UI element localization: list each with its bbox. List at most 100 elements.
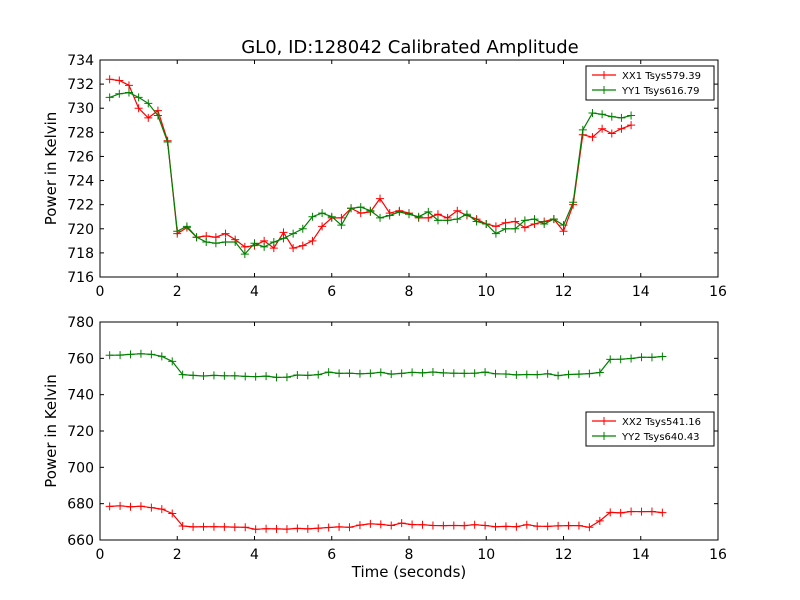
data-point bbox=[147, 503, 156, 512]
data-point bbox=[209, 522, 218, 531]
x-tick-label: 14 bbox=[632, 547, 650, 563]
data-point bbox=[637, 353, 646, 362]
data-point bbox=[308, 212, 317, 221]
data-point bbox=[327, 212, 336, 221]
data-point bbox=[251, 372, 260, 381]
data-point bbox=[293, 371, 302, 380]
data-point bbox=[387, 370, 396, 379]
data-point bbox=[397, 519, 406, 528]
y-tick-label: 716 bbox=[67, 270, 94, 286]
data-point bbox=[543, 522, 552, 531]
data-point bbox=[554, 521, 563, 530]
data-point bbox=[366, 369, 375, 378]
data-point bbox=[298, 241, 307, 250]
data-point bbox=[124, 88, 133, 97]
data-point bbox=[324, 368, 333, 377]
data-point bbox=[345, 369, 354, 378]
data-point bbox=[408, 520, 417, 529]
data-point bbox=[408, 368, 417, 377]
data-point bbox=[595, 516, 604, 525]
y-tick-label: 780 bbox=[67, 315, 94, 331]
data-point bbox=[439, 368, 448, 377]
data-point bbox=[472, 217, 481, 226]
data-point bbox=[520, 216, 529, 225]
data-point bbox=[520, 223, 529, 232]
data-point bbox=[559, 221, 568, 230]
data-point bbox=[347, 204, 356, 213]
data-point bbox=[588, 133, 597, 142]
data-point bbox=[616, 508, 625, 517]
data-point bbox=[385, 211, 394, 220]
data-point bbox=[585, 523, 594, 532]
data-point bbox=[501, 224, 510, 233]
data-point bbox=[397, 369, 406, 378]
data-point bbox=[116, 351, 125, 360]
data-point bbox=[272, 524, 281, 533]
data-point bbox=[439, 521, 448, 530]
data-point bbox=[460, 369, 469, 378]
data-point bbox=[585, 369, 594, 378]
data-point bbox=[335, 522, 344, 531]
data-point bbox=[598, 124, 607, 133]
data-point bbox=[211, 239, 220, 248]
x-tick-label: 16 bbox=[709, 547, 727, 563]
data-point bbox=[512, 370, 521, 379]
data-point bbox=[424, 207, 433, 216]
data-point bbox=[460, 521, 469, 530]
data-point bbox=[153, 111, 162, 120]
data-point bbox=[318, 209, 327, 218]
y-tick-label: 660 bbox=[67, 533, 94, 549]
legend-marker bbox=[600, 432, 608, 440]
legend: XX1 Tsys579.39 YY1 Tsys616.79 bbox=[585, 65, 715, 101]
data-point bbox=[491, 369, 500, 378]
data-point bbox=[105, 75, 114, 84]
x-tick-label: 10 bbox=[477, 284, 495, 300]
data-point bbox=[376, 368, 385, 377]
y-tick-label: 760 bbox=[67, 351, 94, 367]
data-point bbox=[595, 368, 604, 377]
legend: XX2 Tsys541.16 YY2 Tsys640.43 bbox=[585, 411, 715, 447]
data-point bbox=[481, 521, 490, 530]
data-point bbox=[617, 124, 626, 133]
y-tick-label: 732 bbox=[67, 77, 94, 93]
data-point bbox=[230, 523, 239, 532]
y-axis-label: Power in Kelvin bbox=[42, 112, 60, 226]
data-point bbox=[314, 524, 323, 533]
x-tick-label: 8 bbox=[405, 284, 414, 300]
data-point bbox=[522, 370, 531, 379]
legend-label: XX2 Tsys541.16 bbox=[622, 417, 701, 428]
data-point bbox=[144, 99, 153, 108]
data-point bbox=[163, 137, 172, 146]
data-point bbox=[470, 520, 479, 529]
data-point bbox=[251, 525, 260, 534]
x-tick-label: 16 bbox=[709, 284, 727, 300]
data-point bbox=[449, 369, 458, 378]
y-tick-label: 720 bbox=[67, 222, 94, 238]
data-point bbox=[192, 233, 201, 242]
data-point bbox=[189, 522, 198, 531]
data-point bbox=[627, 121, 636, 130]
data-point bbox=[182, 222, 191, 231]
data-point bbox=[335, 369, 344, 378]
data-point bbox=[588, 109, 597, 118]
data-point bbox=[298, 224, 307, 233]
data-point bbox=[598, 110, 607, 119]
bottom-plot: 0 2 4 6 8 10 12 14 16 660 680 700 720 740 760 780 Power … bbox=[42, 315, 727, 581]
data-point bbox=[355, 521, 364, 530]
data-point bbox=[202, 238, 211, 247]
data-point bbox=[501, 522, 510, 531]
data-point bbox=[105, 93, 114, 102]
data-point bbox=[491, 222, 500, 231]
data-point bbox=[578, 125, 587, 134]
data-point bbox=[115, 76, 124, 85]
data-point bbox=[105, 351, 114, 360]
legend-label: YY2 Tsys640.43 bbox=[621, 432, 700, 443]
x-tick-label: 10 bbox=[477, 547, 495, 563]
data-point bbox=[658, 508, 667, 517]
legend-label: XX1 Tsys579.39 bbox=[622, 71, 701, 82]
data-point bbox=[405, 210, 413, 219]
data-point bbox=[279, 234, 288, 243]
data-point bbox=[144, 113, 153, 122]
data-point bbox=[564, 370, 573, 379]
